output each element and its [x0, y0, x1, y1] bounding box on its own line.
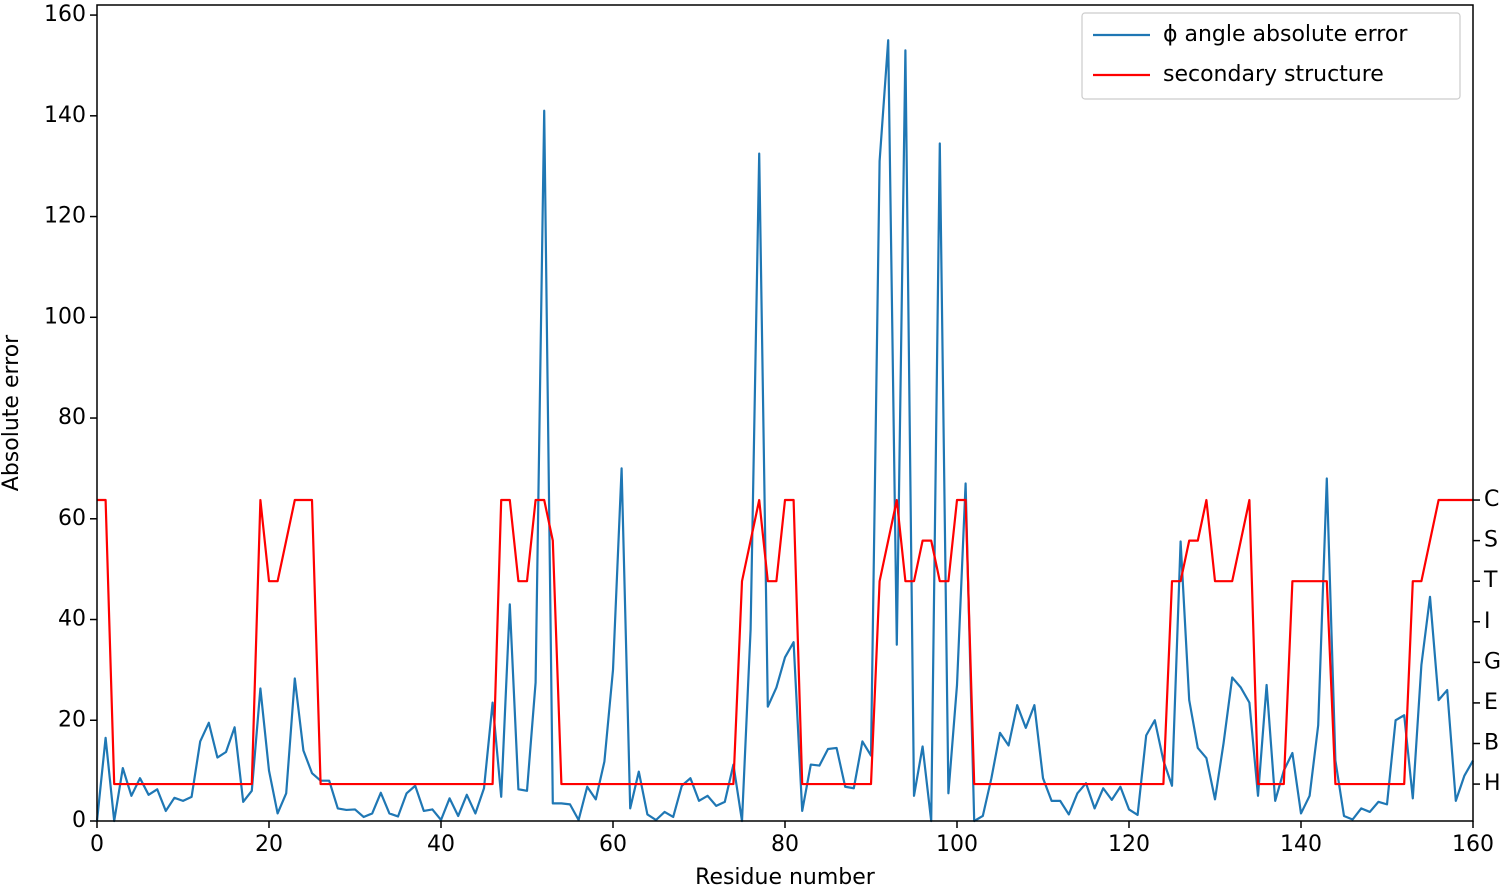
plot-frame	[96, 4, 1474, 822]
x-tick-label: 160	[1452, 832, 1494, 857]
x-tick-label: 40	[427, 832, 455, 857]
y2-tick-label: H	[1484, 771, 1500, 796]
x-tick-label: 120	[1108, 832, 1150, 857]
y-tick-label: 0	[72, 808, 86, 833]
x-tick-label: 0	[90, 832, 104, 857]
y-tick-label: 100	[44, 304, 86, 329]
y-tick-label: 60	[58, 506, 86, 531]
y2-tick-label: G	[1484, 649, 1500, 674]
x-tick-label: 140	[1280, 832, 1322, 857]
x-tick-label: 100	[936, 832, 978, 857]
y-tick-label: 80	[58, 405, 86, 430]
x-tick-label: 80	[771, 832, 799, 857]
x-axis-label: Residue number	[695, 865, 876, 889]
y2-tick-label: I	[1484, 609, 1491, 634]
y2-tick-label: C	[1484, 487, 1499, 512]
y2-tick-label: E	[1484, 690, 1498, 715]
series-line	[95, 39, 1474, 823]
series-line	[97, 498, 1473, 786]
y2-tick-label: S	[1484, 528, 1498, 553]
legend-label: secondary structure	[1163, 62, 1384, 87]
legend-label: ϕ angle absolute error	[1163, 22, 1408, 47]
legend: ϕ angle absolute error secondary structur…	[1081, 12, 1461, 100]
y-tick-label: 20	[58, 707, 86, 732]
y-tick-label: 140	[44, 103, 86, 128]
x-tick-label: 60	[599, 832, 627, 857]
y-tick-label: 120	[44, 204, 86, 229]
y2-tick-label: B	[1484, 730, 1499, 755]
x-tick-label: 20	[255, 832, 283, 857]
y-tick-label: 40	[58, 607, 86, 632]
legend-box	[1081, 12, 1461, 100]
y-tick-label: 160	[44, 2, 86, 27]
y2-tick-label: T	[1483, 568, 1498, 593]
y-axis-label: Absolute error	[0, 334, 24, 491]
